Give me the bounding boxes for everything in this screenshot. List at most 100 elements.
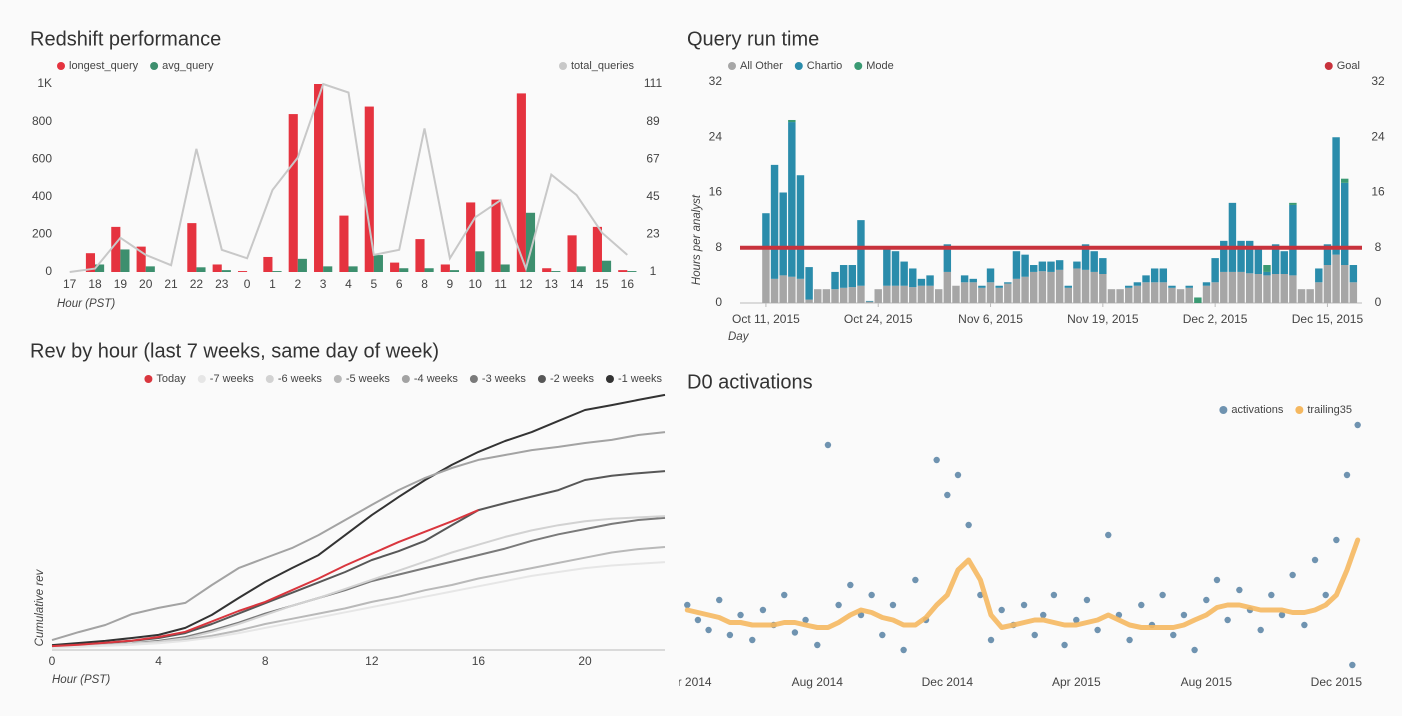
point bbox=[1213, 576, 1221, 584]
bar-segment bbox=[909, 287, 917, 303]
bar-segment bbox=[1107, 289, 1116, 303]
x-tick-label: Oct 11, 2015 bbox=[732, 312, 800, 326]
point bbox=[1289, 571, 1296, 579]
bar-segment bbox=[1142, 282, 1150, 303]
bar-segment bbox=[1220, 240, 1228, 272]
bar-segment bbox=[1073, 261, 1081, 269]
bar bbox=[567, 235, 577, 272]
x-tick-label: Aug 2014 bbox=[792, 675, 844, 689]
legend-label: -6 weeks bbox=[278, 373, 323, 385]
bar bbox=[221, 270, 231, 272]
legend-marker bbox=[559, 62, 567, 70]
bar-segment bbox=[1168, 285, 1176, 288]
bar-segment bbox=[865, 300, 874, 302]
bar bbox=[323, 266, 333, 272]
bar-segment bbox=[1090, 271, 1098, 303]
y-tick-label: 24 bbox=[1371, 129, 1385, 143]
bar bbox=[373, 255, 383, 272]
bar-segment bbox=[839, 265, 848, 288]
bar-segment bbox=[917, 278, 926, 286]
bar-segment bbox=[1194, 297, 1202, 303]
bar bbox=[424, 268, 434, 272]
bar-segment bbox=[1341, 182, 1349, 266]
point bbox=[1020, 601, 1028, 609]
point bbox=[933, 456, 940, 464]
bar-segment bbox=[883, 247, 891, 286]
legend-marker bbox=[150, 62, 159, 70]
point bbox=[781, 591, 788, 599]
point bbox=[1268, 591, 1275, 599]
bar-segment bbox=[1341, 265, 1349, 303]
bar-segment bbox=[1185, 285, 1193, 288]
bar-segment bbox=[1159, 268, 1168, 283]
bar bbox=[399, 268, 409, 272]
legend-label: All Other bbox=[740, 60, 783, 72]
point bbox=[814, 641, 821, 649]
x-tick-label: 20 bbox=[578, 654, 592, 668]
bar-segment bbox=[1081, 244, 1090, 270]
point bbox=[1138, 601, 1145, 609]
bar-segment bbox=[1315, 282, 1323, 303]
point bbox=[1031, 631, 1038, 639]
point bbox=[726, 631, 734, 639]
bar-segment bbox=[1150, 282, 1159, 303]
x-tick-label: Dec 15, 2015 bbox=[1292, 312, 1364, 326]
legend-label: -7 weeks bbox=[210, 373, 255, 385]
bar-segment bbox=[1099, 273, 1107, 303]
point bbox=[749, 636, 756, 644]
x-tick-label: Aug 2015 bbox=[1181, 675, 1233, 689]
point bbox=[965, 521, 972, 529]
x-tick-label: Apr 2014 bbox=[663, 675, 712, 689]
bar bbox=[618, 270, 628, 272]
y-tick-label: 67 bbox=[646, 151, 660, 165]
bar-segment bbox=[822, 289, 831, 303]
bar-segment bbox=[1185, 287, 1193, 303]
bar-segment bbox=[1315, 268, 1323, 283]
line bbox=[51, 393, 666, 647]
bar-segment bbox=[848, 287, 857, 303]
bar bbox=[592, 226, 602, 272]
x-tick-label: 14 bbox=[570, 277, 584, 291]
bar-segment bbox=[1073, 268, 1081, 303]
point bbox=[1050, 591, 1058, 599]
point bbox=[716, 596, 723, 604]
bar-segment bbox=[1047, 261, 1055, 272]
point bbox=[1126, 636, 1133, 644]
bar-segment bbox=[779, 192, 787, 276]
bar-segment bbox=[1064, 285, 1072, 288]
x-tick-label: Dec 2014 bbox=[922, 675, 974, 689]
bar-segment bbox=[814, 289, 822, 303]
bar-segment bbox=[788, 122, 796, 277]
bar-segment bbox=[1349, 282, 1358, 303]
bar-segment bbox=[978, 285, 986, 288]
bar-segment bbox=[1271, 244, 1280, 274]
legend-marker bbox=[197, 375, 206, 383]
bar-segment bbox=[762, 213, 770, 248]
point bbox=[835, 601, 842, 609]
legend-marker bbox=[1219, 406, 1228, 414]
bar-segment bbox=[1125, 287, 1133, 303]
bar-segment bbox=[1116, 289, 1124, 303]
chart-title: Redshift performance bbox=[30, 28, 221, 50]
bar-segment bbox=[995, 287, 1003, 303]
legend-label: Mode bbox=[866, 60, 894, 72]
x-tick-label: Dec 2015 bbox=[1311, 675, 1363, 689]
bar-segment bbox=[926, 285, 934, 303]
bar bbox=[145, 266, 155, 272]
point bbox=[1301, 621, 1308, 629]
x-tick-label: 15 bbox=[595, 277, 609, 291]
y-axis-title: Cumulative rev bbox=[34, 568, 46, 646]
bar-segment bbox=[1021, 254, 1029, 277]
point bbox=[1105, 531, 1112, 539]
bar bbox=[516, 93, 526, 273]
bar-segment bbox=[1030, 265, 1038, 272]
point bbox=[1311, 556, 1319, 564]
legend-label: longest_query bbox=[69, 60, 139, 72]
point bbox=[912, 576, 919, 584]
legend-label: avg_query bbox=[162, 60, 214, 72]
y-tick-label: 0 bbox=[715, 295, 722, 309]
y-tick-label: 0 bbox=[45, 264, 52, 278]
bar-segment bbox=[1211, 258, 1219, 283]
